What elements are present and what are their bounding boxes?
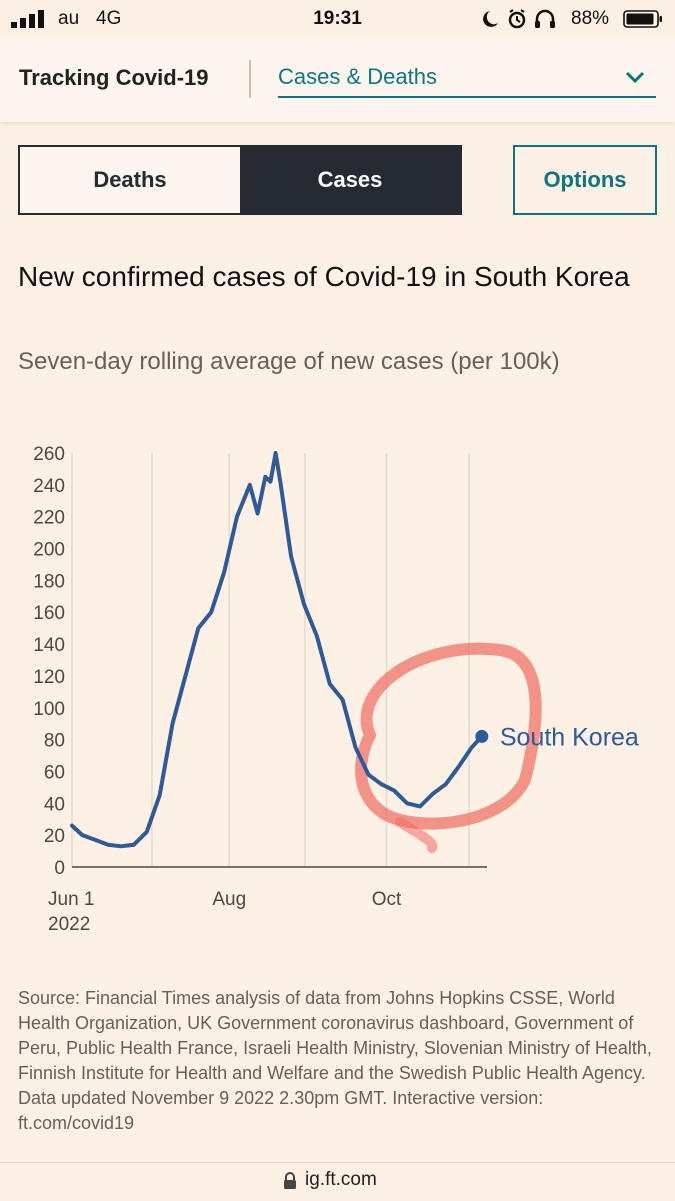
url-text: ig.ft.com (305, 1169, 377, 1190)
chart-series: South Korea (70, 451, 639, 849)
chart-type-select-value: Cases & Deaths (278, 64, 437, 89)
y-tick-label: 180 (33, 571, 65, 592)
y-tick-label: 40 (44, 794, 65, 815)
battery-percentage: 88% (571, 8, 610, 29)
site-title: Tracking Covid-19 (19, 65, 209, 90)
y-tick-label: 140 (33, 635, 65, 656)
y-tick-label: 100 (33, 699, 65, 720)
chart-axes: 0 20 40 60 80 100 120 140 160 180 200 220 240 260 Jun … (33, 444, 487, 935)
x-tick-sublabel: 2022 (48, 914, 90, 935)
y-tick-label: 200 (33, 540, 65, 561)
headphones-icon (535, 9, 555, 28)
alarm-icon (508, 9, 526, 29)
series-end-marker (475, 729, 489, 743)
cases-tab[interactable]: Cases (240, 147, 460, 213)
annotation-circle (355, 642, 542, 853)
y-tick-label: 220 (33, 508, 65, 529)
status-icons (483, 9, 555, 29)
network-type: 4G (96, 8, 122, 29)
moon-icon (483, 11, 498, 27)
y-tick-label: 60 (44, 762, 65, 783)
source-note: Source: Financial Times analysis of data… (18, 988, 652, 1133)
chart-type-select[interactable]: Cases & Deaths (278, 60, 656, 98)
header-divider (249, 60, 251, 98)
x-tick-label: Jun 1 (48, 889, 94, 910)
chart-title: New confirmed cases of Covid-19 in South… (18, 261, 630, 292)
options-button[interactable]: Options (513, 145, 657, 215)
page-header: Tracking Covid-19 Cases & Deaths (0, 38, 675, 122)
x-tick-label: Aug (212, 889, 246, 910)
metric-toggle: Deaths Cases (18, 145, 462, 215)
chevron-down-icon (625, 71, 645, 84)
chart-subtitle: Seven-day rolling average of new cases (… (18, 348, 560, 375)
y-tick-label: 20 (44, 826, 65, 847)
signal-strength-icon (11, 10, 44, 28)
browser-url-bar[interactable]: ig.ft.com (0, 1162, 675, 1201)
series-end-label: South Korea (500, 723, 639, 751)
x-tick-label: Oct (372, 889, 402, 910)
y-tick-label: 160 (33, 603, 65, 624)
battery-icon (623, 10, 662, 28)
deaths-tab[interactable]: Deaths (20, 147, 240, 213)
y-tick-label: 120 (33, 667, 65, 688)
lock-icon (284, 1172, 296, 1189)
y-tick-label: 80 (44, 731, 65, 752)
status-bar: au 4G 19:31 88% (0, 0, 675, 38)
y-tick-label: 240 (33, 476, 65, 497)
cases-line-chart: 0 20 40 60 80 100 120 140 160 180 200 220 240 260 Jun … (33, 444, 639, 935)
clock: 19:31 (313, 8, 362, 29)
y-tick-label: 260 (33, 444, 65, 465)
series-line-south-korea (70, 451, 484, 849)
carrier-name: au (58, 8, 80, 29)
y-tick-label: 0 (54, 858, 65, 879)
chart-grid (71, 453, 470, 867)
